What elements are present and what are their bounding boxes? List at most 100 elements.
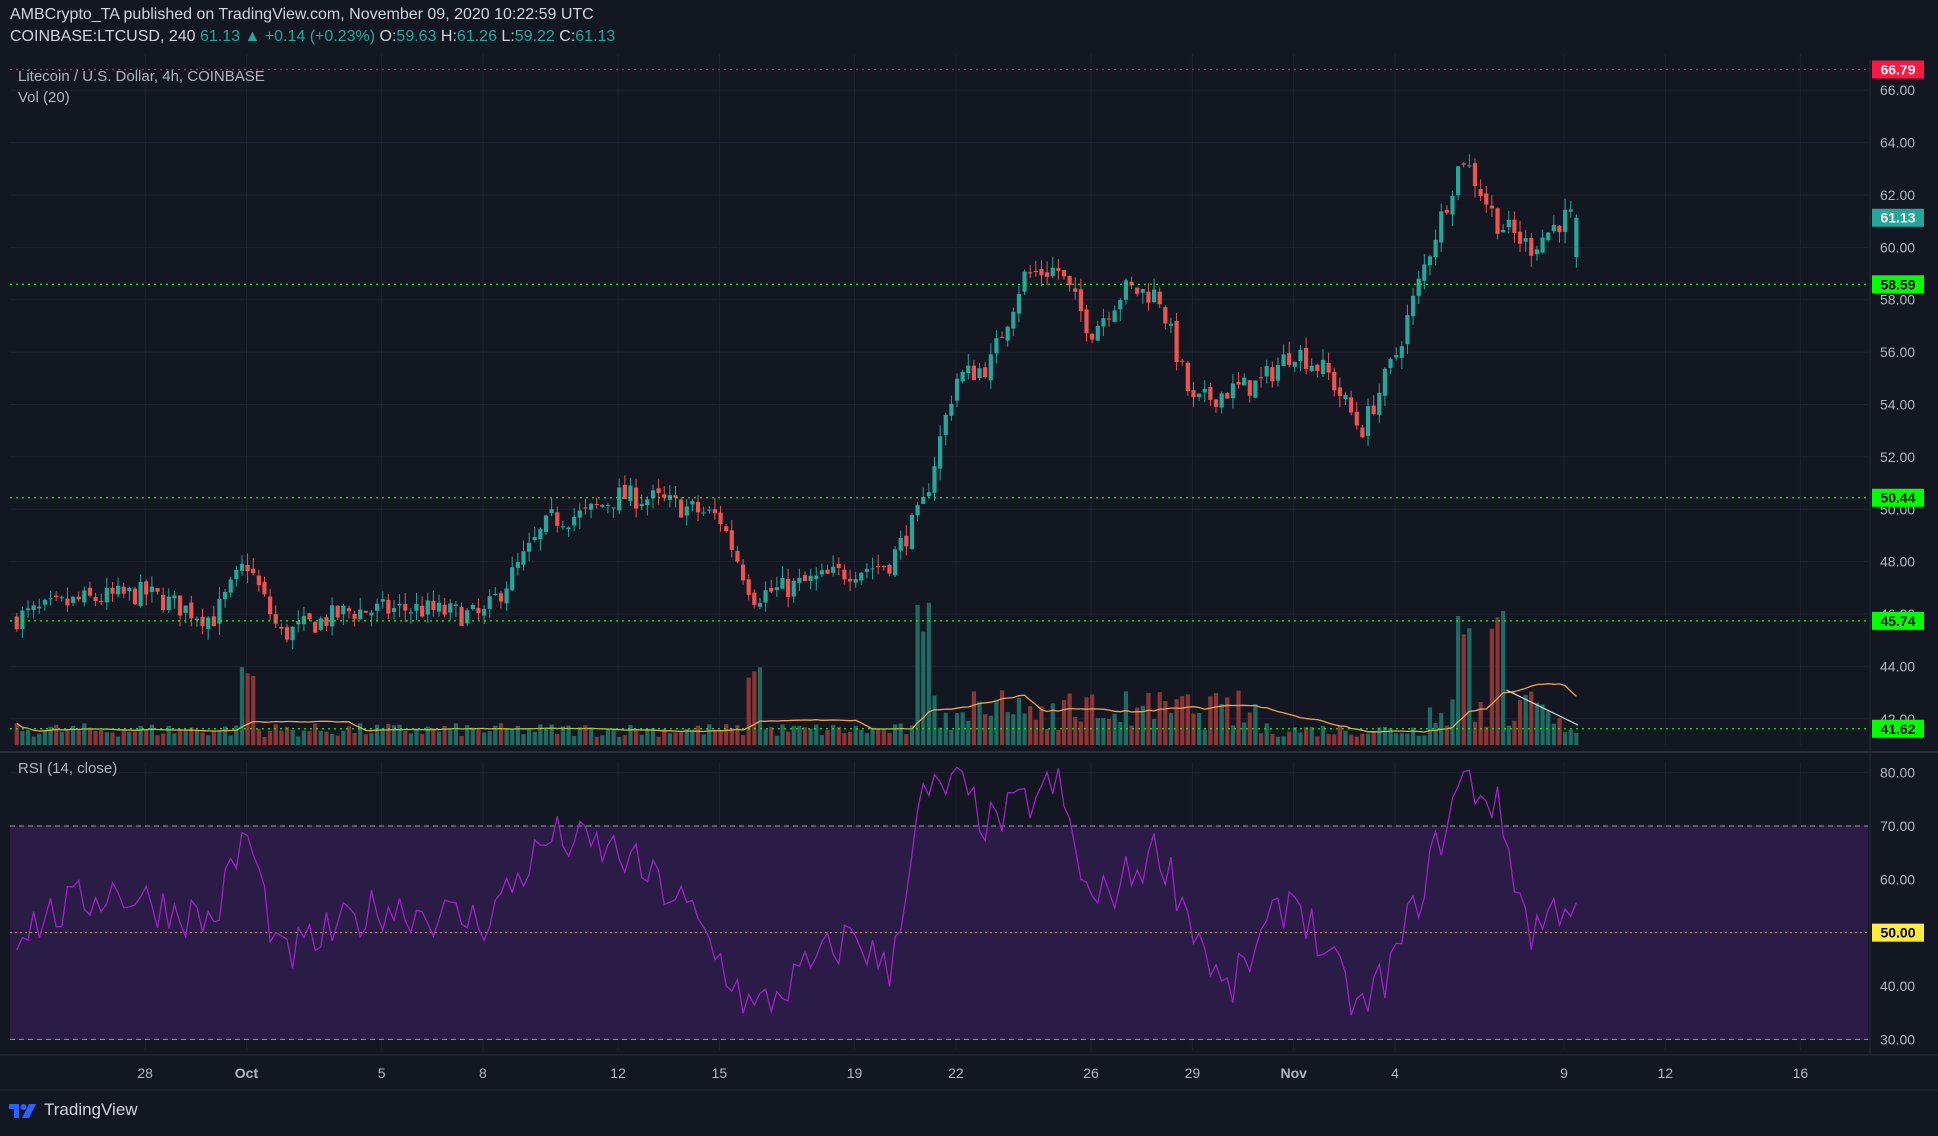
candle-body [633, 487, 639, 509]
price-candle [1562, 198, 1568, 244]
rsi-axis-tick: 80.00 [1880, 765, 1915, 781]
price-candle [847, 569, 853, 592]
price-candle [1050, 257, 1055, 278]
volume-bar [752, 671, 757, 745]
volume-bar [189, 727, 194, 745]
volume-bar [695, 725, 701, 745]
candle-body [42, 599, 48, 605]
candle-body [1022, 271, 1027, 292]
candle-body [1129, 281, 1134, 286]
candle-body [1371, 405, 1376, 414]
volume-bar [1078, 721, 1083, 745]
volume-bar [1033, 719, 1038, 745]
volume-bar [127, 732, 132, 745]
price-candle [735, 546, 740, 564]
volume-bar [161, 733, 166, 745]
volume-bar [1253, 704, 1258, 745]
volume-bar [1478, 701, 1483, 745]
volume-bar [1320, 726, 1326, 745]
candle-body [1410, 295, 1416, 317]
volume-bar [1151, 718, 1157, 745]
candle-body [48, 598, 53, 600]
open-label: O: [379, 28, 397, 45]
volume-bar [1303, 727, 1309, 745]
volume-bar [1472, 721, 1478, 745]
time-axis-tick: 15 [712, 1065, 728, 1081]
volume-bar [380, 728, 385, 745]
candle-body [679, 499, 684, 518]
candle-body [1185, 362, 1190, 392]
volume-bar [414, 730, 419, 745]
candle-body [1039, 268, 1044, 276]
candle-body [836, 563, 841, 569]
tradingview-brand[interactable]: TradingView [8, 1100, 138, 1120]
price-candle [436, 594, 442, 617]
candle-body [442, 604, 447, 615]
price-candle [932, 457, 937, 501]
volume-bar [769, 727, 774, 745]
price-candle [780, 566, 785, 590]
price-candle [37, 598, 42, 614]
price-candle [380, 591, 385, 609]
candle-body [909, 515, 915, 550]
candle-body [1472, 163, 1478, 187]
volume-bar [132, 731, 138, 745]
price-candle [1005, 325, 1010, 347]
rsi-axis-tick: 40.00 [1880, 978, 1915, 994]
candle-body [791, 580, 796, 597]
price-candle [1461, 162, 1466, 168]
candle-body [1461, 163, 1466, 165]
volume-bar [735, 725, 740, 745]
candle-body [65, 598, 70, 606]
price-candle [138, 574, 143, 608]
volume-bar [757, 667, 763, 745]
candle-body [1377, 392, 1382, 415]
price-candle [228, 576, 233, 598]
price-candle [510, 556, 515, 591]
price-candle [915, 501, 920, 522]
price-candle [408, 608, 413, 624]
candle-body [1450, 196, 1455, 215]
price-candle [425, 592, 430, 623]
volume-bar [1382, 726, 1388, 745]
price-candle [1151, 278, 1157, 303]
candle-body [1230, 383, 1236, 399]
volume-bar [459, 736, 464, 745]
candle-body [667, 495, 672, 500]
price-candle [684, 499, 689, 526]
price-axis-tick: 44.00 [1880, 658, 1915, 674]
time-axis-tick: 29 [1185, 1065, 1201, 1081]
candle-body [1118, 300, 1123, 310]
price-candle [1287, 341, 1292, 368]
candle-body [1095, 325, 1100, 341]
price-candle [222, 588, 228, 608]
volume-bar [1129, 725, 1134, 745]
volume-bar [487, 731, 492, 745]
candle-body [1264, 366, 1269, 377]
time-axis-tick: 9 [1560, 1065, 1568, 1081]
price-candle [1135, 287, 1140, 297]
candle-body [149, 586, 154, 592]
price-candle [740, 558, 746, 585]
price-candle [808, 568, 813, 590]
candle-body [1157, 291, 1162, 305]
candle-body [1354, 411, 1359, 426]
volume-bar [1371, 731, 1376, 745]
volume-bar [121, 730, 126, 745]
candle-body [566, 527, 571, 530]
price-candle [1146, 283, 1151, 311]
candle-body [1236, 381, 1241, 385]
candle-body [177, 595, 183, 616]
price-candle [695, 495, 701, 522]
volume-bar [1484, 726, 1489, 745]
price-candle [1501, 224, 1506, 233]
candle-body [1213, 399, 1219, 407]
price-candle [397, 594, 402, 618]
volume-bar [1349, 734, 1354, 745]
volume-bar [555, 733, 560, 745]
price-candle [279, 623, 284, 636]
volume-bar [1270, 733, 1275, 745]
candle-body [110, 587, 115, 594]
price-candle [1258, 366, 1264, 388]
